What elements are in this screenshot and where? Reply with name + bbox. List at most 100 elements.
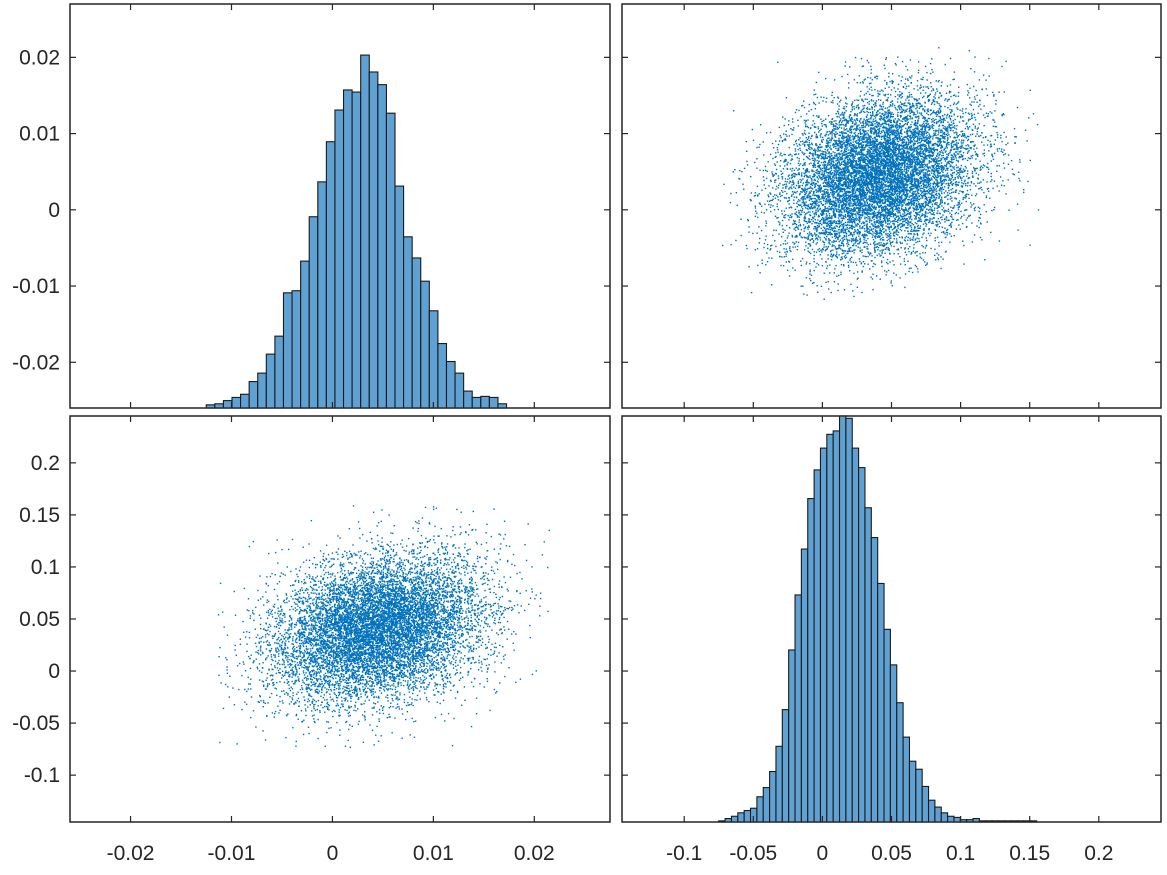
scatter-point bbox=[815, 219, 816, 220]
scatter-point bbox=[785, 178, 786, 179]
scatter-point bbox=[950, 119, 951, 120]
scatter-point bbox=[934, 229, 935, 230]
scatter-point bbox=[800, 163, 801, 164]
scatter-point bbox=[924, 163, 925, 164]
scatter-point bbox=[799, 216, 800, 217]
scatter-point bbox=[918, 98, 919, 99]
scatter-point bbox=[1005, 153, 1006, 154]
scatter-point bbox=[821, 172, 822, 173]
scatter-point bbox=[813, 282, 814, 283]
scatter-point bbox=[937, 237, 938, 238]
scatter-point bbox=[965, 158, 966, 159]
scatter-point bbox=[870, 244, 871, 245]
scatter-point bbox=[788, 203, 789, 204]
scatter-point bbox=[841, 169, 842, 170]
scatter-point bbox=[956, 160, 957, 161]
scatter-point bbox=[802, 285, 803, 286]
scatter-point bbox=[787, 215, 788, 216]
scatter-point bbox=[921, 188, 922, 189]
scatter-point bbox=[895, 108, 896, 109]
scatter-point bbox=[830, 292, 831, 293]
scatter-point bbox=[904, 287, 905, 288]
scatter-point bbox=[800, 191, 801, 192]
scatter-point bbox=[911, 219, 912, 220]
scatter-point bbox=[792, 181, 793, 182]
scatter-point bbox=[798, 210, 799, 211]
scatter-point bbox=[805, 201, 806, 202]
scatter-point bbox=[813, 258, 814, 259]
scatter-point bbox=[868, 119, 869, 120]
scatter-point bbox=[865, 120, 866, 121]
scatter-point bbox=[948, 155, 949, 156]
scatter-point bbox=[930, 167, 931, 168]
scatter-point bbox=[782, 178, 783, 179]
scatter-point bbox=[871, 89, 872, 90]
scatter-point bbox=[956, 220, 957, 221]
scatter-point bbox=[973, 183, 974, 184]
scatter-point bbox=[802, 133, 803, 134]
scatter-point bbox=[986, 113, 987, 114]
scatter-point bbox=[752, 233, 753, 234]
scatter-point bbox=[759, 170, 760, 171]
scatter-point bbox=[841, 162, 842, 163]
histogram-bar bbox=[292, 291, 301, 408]
scatter-point bbox=[871, 165, 872, 166]
scatter-point bbox=[973, 86, 974, 87]
scatter-point bbox=[809, 175, 810, 176]
scatter-point bbox=[1033, 113, 1034, 114]
histogram-panel-top-left: -0.02-0.0100.010.02 bbox=[12, 4, 610, 408]
scatter-point bbox=[788, 233, 789, 234]
scatter-point bbox=[839, 155, 840, 156]
scatter-point bbox=[976, 95, 977, 96]
scatter-point bbox=[784, 184, 785, 185]
scatter-point bbox=[1019, 180, 1020, 181]
scatter-point bbox=[961, 203, 962, 204]
scatter-point bbox=[782, 220, 783, 221]
scatter-point bbox=[955, 157, 956, 158]
scatter-point bbox=[883, 106, 884, 107]
scatter-point bbox=[925, 247, 926, 248]
scatter-point bbox=[883, 102, 884, 103]
scatter-point bbox=[869, 216, 870, 217]
scatter-point bbox=[850, 250, 851, 251]
scatter-point bbox=[909, 191, 910, 192]
scatter-point bbox=[829, 243, 830, 244]
scatter-point bbox=[915, 150, 916, 151]
scatter-point bbox=[830, 255, 831, 256]
histogram-bar bbox=[378, 85, 387, 408]
scatter-point bbox=[923, 193, 924, 194]
scatter-point bbox=[951, 214, 952, 215]
scatter-point bbox=[902, 121, 903, 122]
scatter-point bbox=[930, 212, 931, 213]
scatter-point bbox=[897, 234, 898, 235]
scatter-point bbox=[807, 119, 808, 120]
histogram-bar bbox=[438, 344, 447, 408]
scatter-point bbox=[736, 205, 737, 206]
scatter-point bbox=[923, 121, 924, 122]
scatter-point bbox=[1005, 193, 1006, 194]
scatter-point bbox=[780, 244, 781, 245]
scatter-point bbox=[965, 128, 966, 129]
scatter-point bbox=[862, 171, 863, 172]
scatter-point bbox=[898, 105, 899, 106]
scatter-point bbox=[935, 237, 936, 238]
scatter-point bbox=[944, 186, 945, 187]
scatter-point bbox=[837, 133, 838, 134]
scatter-point bbox=[808, 111, 809, 112]
scatter-point bbox=[934, 189, 935, 190]
scatter-point bbox=[835, 200, 836, 201]
scatter-point bbox=[832, 102, 833, 103]
scatter-point bbox=[866, 116, 867, 117]
scatter-point bbox=[767, 248, 768, 249]
scatter-point bbox=[1018, 172, 1019, 173]
scatter-point bbox=[961, 177, 962, 178]
scatter-point bbox=[841, 127, 842, 128]
scatter-point bbox=[852, 101, 853, 102]
scatter-point bbox=[939, 221, 940, 222]
scatter-point bbox=[825, 238, 826, 239]
scatter-point bbox=[845, 217, 846, 218]
scatter-point bbox=[949, 109, 950, 110]
scatter-point bbox=[903, 202, 904, 203]
scatter-point bbox=[873, 228, 874, 229]
scatter-point bbox=[838, 109, 839, 110]
